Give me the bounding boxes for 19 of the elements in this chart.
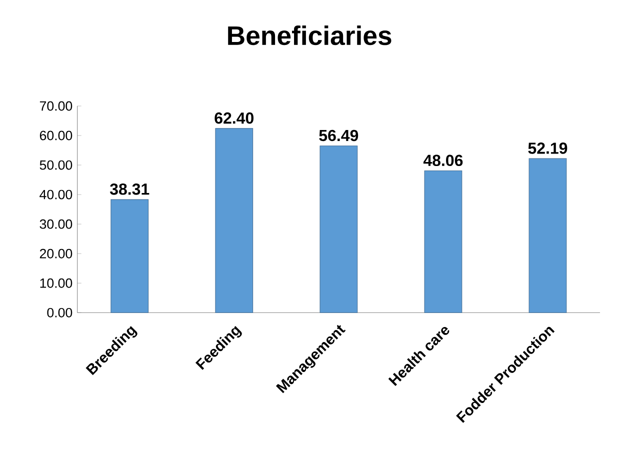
y-tick-label: 70.00 [40,101,72,111]
bar [110,199,149,313]
y-tick-label: 40.00 [40,190,72,200]
y-tick-label: 50.00 [40,160,72,170]
bar [215,128,254,313]
data-label: 48.06 [423,154,463,166]
data-label: 62.40 [214,112,254,124]
y-tick-label: 0.00 [47,308,72,318]
bar [424,170,462,313]
bar [528,158,567,313]
y-tick-label: 10.00 [40,278,72,288]
y-tick-label: 30.00 [40,219,72,229]
data-label: 52.19 [528,142,568,154]
y-tick-label: 60.00 [40,130,72,140]
data-label: 38.31 [110,184,150,195]
y-tick-label: 20.00 [40,248,72,258]
chart-title: Beneficiaries [228,26,392,46]
bar [320,146,358,313]
data-label: 56.49 [319,130,358,142]
